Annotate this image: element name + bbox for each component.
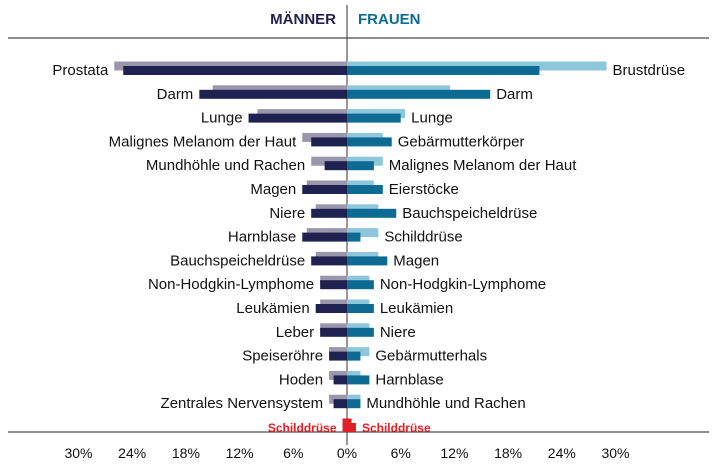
x-tick-label: 12% — [440, 445, 468, 461]
women-category-label: Schilddrüse — [384, 229, 462, 246]
women-bar-dark — [347, 89, 491, 99]
x-tick-label: 24% — [118, 445, 146, 461]
men-bar-dark — [248, 113, 347, 123]
women-bar-dark — [347, 375, 370, 385]
women-category-label: Non-Hodgkin-Lymphome — [380, 276, 546, 293]
x-tick-label: 24% — [548, 445, 576, 461]
women-bar-dark — [347, 137, 392, 147]
women-bar-dark — [347, 161, 374, 171]
women-category-label: Harnblase — [375, 371, 443, 388]
men-bar-dark — [320, 327, 347, 337]
panel-title-men: MÄNNER — [270, 11, 336, 28]
men-bar-dark — [123, 66, 347, 75]
men-bar-dark — [342, 423, 347, 432]
women-category-label: Niere — [380, 324, 416, 341]
men-bar-dark — [311, 137, 347, 147]
men-bar-dark — [324, 161, 347, 171]
women-category-label: Lunge — [411, 110, 453, 127]
x-tick-label: 6% — [391, 445, 411, 461]
men-category-label: Non-Hodgkin-Lymphome — [148, 276, 314, 293]
women-category-label: Gebärmutterkörper — [398, 133, 525, 150]
men-category-label: Schilddrüse — [268, 421, 337, 435]
women-category-label: Mundhöhle und Rachen — [366, 395, 525, 412]
women-bar-dark — [347, 327, 374, 337]
women-bar-dark — [347, 113, 401, 123]
men-category-label: Magen — [250, 181, 296, 198]
women-bar-dark — [347, 423, 356, 432]
men-category-label: Mundhöhle und Rachen — [146, 157, 305, 174]
men-category-label: Niere — [269, 205, 305, 222]
women-bar-light — [347, 228, 379, 238]
men-category-label: Harnblase — [228, 229, 296, 246]
women-category-label: Bauchspeicheldrüse — [402, 205, 537, 222]
women-category-label: Brustdrüse — [613, 62, 686, 79]
women-category-label: Magen — [393, 252, 439, 269]
men-bar-dark — [315, 304, 347, 313]
x-tick-label: 18% — [494, 445, 522, 461]
x-tick-label: 6% — [283, 445, 303, 461]
women-category-label: Schilddrüse — [362, 421, 431, 435]
women-bar-dark — [347, 280, 374, 290]
women-bar-dark — [347, 399, 361, 409]
men-category-label: Prostata — [52, 62, 109, 79]
category-labels: Prostata Darm Lunge Malignes Melanom der Ha… — [52, 62, 685, 435]
men-bar-dark — [320, 280, 347, 290]
women-category-label: Malignes Melanom der Haut — [389, 157, 577, 174]
x-tick-label: 30% — [64, 445, 92, 461]
men-bar-dark — [302, 232, 347, 242]
panel-title-women: FRAUEN — [358, 11, 421, 28]
women-bar-dark — [347, 66, 540, 75]
men-category-label: Leukämien — [236, 300, 309, 317]
men-category-label: Zentrales Nervensystem — [161, 395, 324, 412]
women-bar-dark — [347, 232, 361, 242]
women-bar-dark — [347, 185, 383, 194]
men-bar-dark — [311, 256, 347, 266]
x-tick-labels: 30% 24% 18% 12% 6% 0% 6% 12% 18% 24% 30% — [64, 445, 629, 461]
men-bar-dark — [333, 399, 347, 409]
men-bar-dark — [329, 351, 347, 361]
women-category-label: Gebärmutterhals — [375, 348, 487, 365]
women-bar-dark — [347, 351, 361, 361]
women-category-label: Eierstöcke — [389, 181, 459, 198]
men-category-label: Bauchspeicheldrüse — [170, 252, 305, 269]
men-bar-dark — [199, 89, 347, 99]
women-category-label: Leukämien — [380, 300, 453, 317]
men-bar-dark — [333, 375, 347, 385]
men-category-label: Darm — [157, 86, 194, 103]
women-bar-dark — [347, 208, 397, 218]
men-bars — [114, 61, 347, 432]
x-tick-label: 18% — [172, 445, 200, 461]
women-category-label: Darm — [496, 86, 533, 103]
men-category-label: Leber — [276, 324, 314, 341]
women-bar-dark — [347, 304, 374, 313]
x-tick-label: 12% — [226, 445, 254, 461]
men-bar-dark — [311, 208, 347, 218]
x-tick-label: 0% — [337, 445, 357, 461]
men-category-label: Malignes Melanom der Haut — [109, 133, 297, 150]
women-bar-dark — [347, 256, 388, 266]
women-bars — [347, 61, 607, 432]
men-category-label: Hoden — [279, 371, 323, 388]
men-category-label: Lunge — [201, 110, 243, 127]
x-tick-label: 30% — [601, 445, 629, 461]
men-bar-dark — [302, 185, 347, 194]
men-category-label: Speiseröhre — [242, 348, 323, 365]
